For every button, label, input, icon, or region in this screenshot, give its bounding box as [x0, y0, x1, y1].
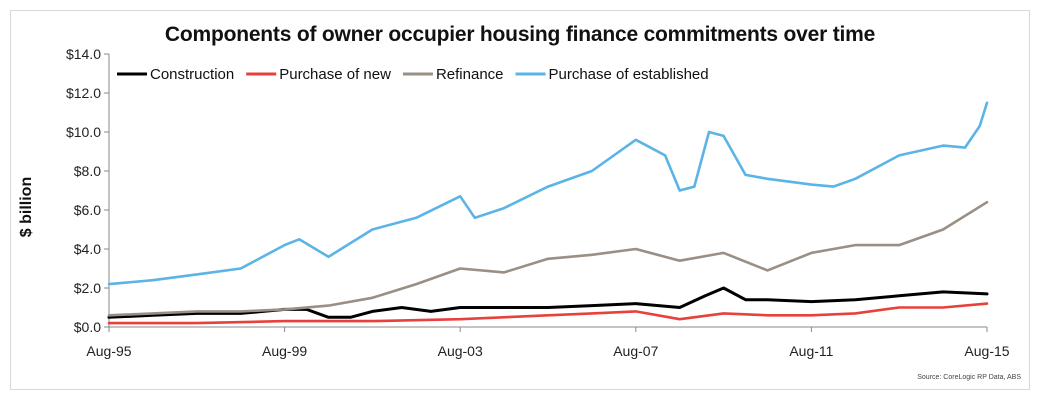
x-tick-label: Aug-07	[613, 343, 658, 359]
series-line-purchase-of-established	[107, 101, 989, 286]
y-tick-label: $0.0	[74, 319, 101, 335]
legend-label-purchase-of-new: Purchase of new	[279, 66, 391, 83]
y-tick-label: $14.0	[66, 46, 101, 62]
legend-label-refinance: Refinance	[436, 66, 504, 83]
series-line-refinance	[107, 200, 989, 317]
line-chart: $0.0 $2.0 $4.0 $6.0 $8.0 $10.0 $12.0 $14.0 Aug-9…	[66, 46, 1010, 359]
legend-label-construction: Construction	[150, 66, 234, 83]
y-tick-label: $10.0	[66, 124, 101, 140]
series-line-purchase-of-new	[107, 302, 989, 325]
y-tick-label: $6.0	[74, 202, 101, 218]
chart-frame: Components of owner occupier housing fin…	[10, 10, 1030, 390]
x-tick-label: Aug-15	[964, 343, 1009, 359]
x-tick-label: Aug-99	[262, 343, 307, 359]
y-tick-label: $2.0	[74, 280, 101, 296]
x-tick-label: Aug-11	[789, 343, 833, 359]
y-tick-label: $12.0	[66, 85, 101, 101]
y-tick-label: $8.0	[74, 163, 101, 179]
x-tick-label: Aug-03	[438, 343, 483, 359]
y-tick-label: $4.0	[74, 241, 101, 257]
source-note: Source: CoreLogic RP Data, ABS	[917, 374, 1021, 381]
x-tick-label: Aug-95	[86, 343, 131, 359]
legend-label-purchase-of-established: Purchase of established	[549, 66, 709, 83]
chart-title: Components of owner occupier housing fin…	[164, 23, 876, 46]
